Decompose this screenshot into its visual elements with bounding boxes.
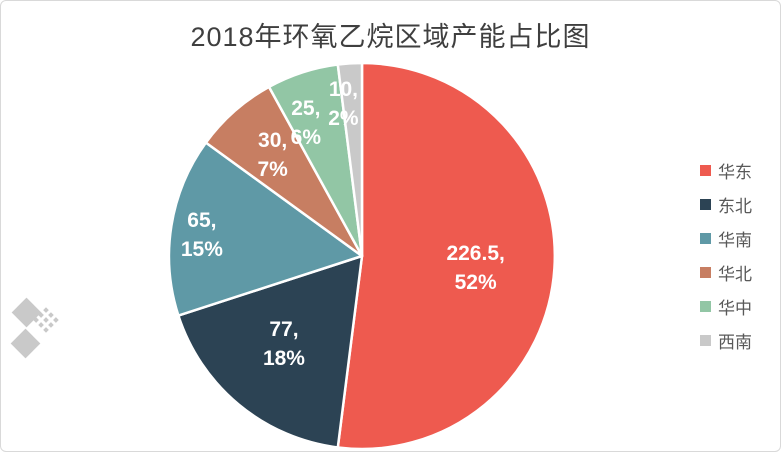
legend-label-华中: 华中 — [718, 298, 752, 318]
legend-swatch-华东 — [700, 164, 711, 176]
legend-swatch-华中 — [700, 300, 711, 312]
legend-item-华中[interactable]: 华中 — [700, 296, 752, 318]
legend-label-华北: 华北 — [718, 264, 752, 284]
legend-item-华东[interactable]: 华东 — [700, 160, 752, 182]
legend-label-西南: 西南 — [718, 332, 752, 352]
legend-label-东北: 东北 — [718, 196, 752, 216]
legend: 华东东北华南华北华中西南 — [700, 160, 752, 352]
legend-item-西南[interactable]: 西南 — [700, 330, 752, 352]
pie-slice-西南[interactable] — [336, 61, 364, 258]
chart-title: 2018年环氧乙烷区域产能占比图 — [190, 22, 591, 52]
legend-item-华南[interactable]: 华南 — [700, 228, 752, 250]
pie-slice-华东[interactable] — [336, 61, 556, 451]
legend-swatch-西南 — [700, 334, 711, 346]
pie-slice-华南[interactable] — [167, 141, 364, 317]
legend-item-华北[interactable]: 华北 — [700, 262, 752, 284]
legend-item-东北[interactable]: 东北 — [700, 194, 752, 216]
legend-label-华东: 华东 — [718, 162, 752, 182]
legend-swatch-东北 — [700, 198, 711, 210]
legend-label-华南: 华南 — [718, 230, 752, 250]
legend-swatch-华北 — [700, 266, 711, 278]
pie-slice-东北[interactable] — [177, 254, 364, 449]
legend-swatch-华南 — [700, 232, 711, 244]
